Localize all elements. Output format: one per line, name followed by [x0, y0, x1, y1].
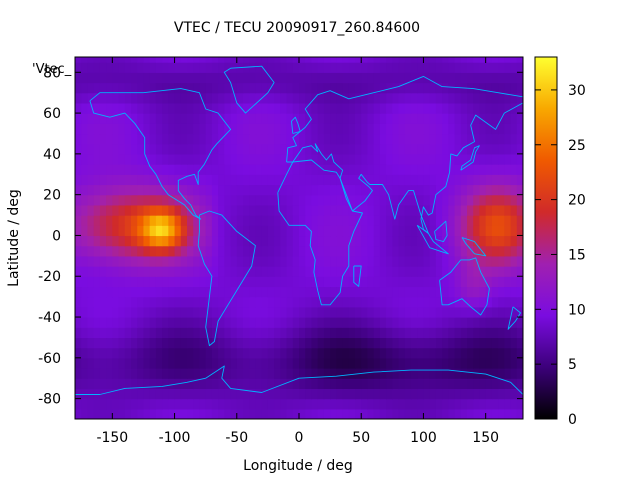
coastline-path: [89, 88, 232, 220]
y-axis-label: Latitude / deg: [6, 189, 22, 287]
x-tick-label: -50: [225, 430, 248, 446]
x-tick-label: -100: [159, 430, 191, 446]
colorbar-tick-label: 5: [568, 357, 577, 373]
coastline-path: [507, 306, 521, 330]
colorbar-tick-label: 25: [568, 138, 586, 154]
x-tick-label: 100: [410, 430, 437, 446]
colorbar-tick-label: 30: [568, 83, 586, 99]
x-tick-label: 0: [295, 430, 304, 446]
x-axis-ticks: -150 -100 -50 0 50 100 150: [96, 57, 499, 446]
x-axis-label: Longitude / deg: [243, 458, 353, 474]
coastline-path: [291, 116, 301, 134]
y-tick-label: -20: [38, 269, 61, 285]
y-tick-label: 80: [43, 65, 61, 81]
chart-title: VTEC / TECU 20090917_260.84600: [174, 20, 420, 36]
coastline-path: [353, 265, 362, 287]
coastline-path: [75, 365, 523, 395]
colorbar-tick-label: 20: [568, 193, 586, 209]
coastline-path: [286, 75, 523, 234]
coastline-path: [434, 220, 448, 243]
colorbar-ticks: 0 5 10 15 20 25 30: [535, 83, 586, 428]
legend-label: 'Vtec_: [32, 62, 72, 77]
coastline-path: [439, 257, 490, 316]
plot-area: [74, 56, 524, 420]
x-tick-label: 50: [352, 430, 370, 446]
y-tick-label: -80: [38, 392, 61, 408]
colorbar-gradient: [534, 56, 558, 420]
colorbar-tick-label: 10: [568, 302, 586, 318]
colorbar: 0 5 10 15 20 25 30: [534, 56, 586, 428]
heatmap: [75, 57, 523, 419]
x-tick-label: -150: [96, 430, 128, 446]
coastline-path: [197, 210, 256, 347]
y-tick-label: 60: [43, 106, 61, 122]
colorbar-tick-label: 15: [568, 247, 586, 263]
y-tick-label: -40: [38, 310, 61, 326]
y-tick-label: -60: [38, 351, 61, 367]
y-tick-label: 40: [43, 147, 61, 163]
x-tick-label: 150: [472, 430, 499, 446]
coastline-path: [461, 237, 487, 257]
y-axis-ticks: -80 -60 -40 -20 0 20 40 60 80: [38, 65, 523, 408]
coastline-path: [223, 65, 275, 114]
colorbar-tick-label: 0: [568, 412, 577, 428]
coastline-path: [277, 159, 363, 306]
y-tick-label: 0: [52, 228, 61, 244]
coastlines: [75, 65, 523, 395]
y-tick-label: 20: [43, 188, 61, 204]
coastline-path: [460, 145, 480, 171]
coastline-path: [416, 224, 449, 255]
